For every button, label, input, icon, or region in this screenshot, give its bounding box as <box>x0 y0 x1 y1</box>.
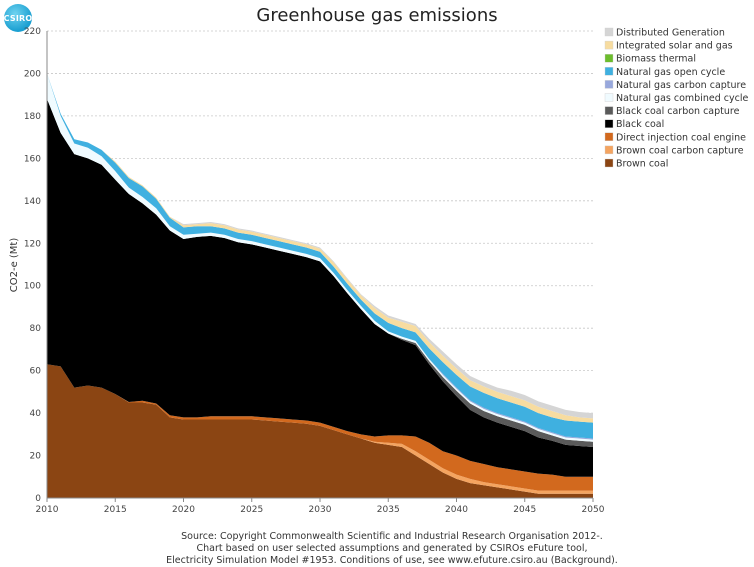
legend-swatch <box>604 80 614 89</box>
legend-swatch <box>604 119 614 128</box>
y-tick-label: 120 <box>24 239 41 249</box>
y-tick-label: 220 <box>24 27 41 37</box>
y-tick-label: 80 <box>30 324 42 334</box>
x-tick-label: 2030 <box>309 505 332 515</box>
legend-item-natural-gas-combined-cycle: Natural gas combined cycle <box>604 93 748 104</box>
y-tick-label: 0 <box>35 494 41 504</box>
legend-label: Brown coal carbon capture <box>616 145 744 156</box>
source-line-3: Electricity Simulation Model #1953. Cond… <box>166 555 618 566</box>
x-tick-label: 2045 <box>513 505 536 515</box>
x-tick-label: 2035 <box>377 505 400 515</box>
chart-title: Greenhouse gas emissions <box>256 5 497 26</box>
legend-item-brown-coal: Brown coal <box>604 158 668 170</box>
legend-item-black-coal-carbon-capture: Black coal carbon capture <box>604 106 740 117</box>
legend-swatch <box>604 27 614 37</box>
legend-label: Brown coal <box>616 159 668 170</box>
y-tick-label: 40 <box>30 409 42 419</box>
legend-swatch <box>604 145 614 155</box>
legend-label: Black coal <box>616 119 664 130</box>
legend-item-biomass-thermal: Biomass thermal <box>604 54 696 65</box>
source-line-2: Chart based on user selected assumptions… <box>196 543 588 554</box>
source-line-1: Source: Copyright Commonwealth Scientifi… <box>181 531 603 542</box>
legend-item-integrated-solar-and-gas: Integrated solar and gas <box>604 40 733 52</box>
area-black-coal <box>47 98 593 477</box>
y-tick-label: 180 <box>24 112 41 122</box>
y-tick-label: 100 <box>24 282 41 292</box>
legend-swatch <box>604 54 614 63</box>
legend-label: Black coal carbon capture <box>616 106 740 117</box>
y-tick-label: 200 <box>24 69 41 79</box>
legend-swatch <box>604 93 614 102</box>
y-tick-label: 140 <box>24 197 41 207</box>
area-layer <box>47 73 593 498</box>
logo-text: CSIRO <box>3 13 33 23</box>
x-tick-label: 2015 <box>104 505 127 515</box>
x-tick-label: 2050 <box>582 505 605 515</box>
legend: Distributed Generation Integrated solar a… <box>604 27 748 170</box>
legend-label: Natural gas carbon capture <box>616 80 746 91</box>
legend-item-distributed-generation: Distributed Generation <box>604 27 725 39</box>
legend-label: Direct injection coal engine <box>616 132 746 143</box>
legend-label: Distributed Generation <box>616 28 725 39</box>
area-direct-injection-coal-engine <box>47 364 593 491</box>
legend-swatch <box>604 40 614 50</box>
legend-label: Integrated solar and gas <box>616 41 733 52</box>
legend-swatch <box>604 158 614 168</box>
legend-item-black-coal: Black coal <box>604 119 664 130</box>
legend-swatch <box>604 67 614 76</box>
legend-label: Biomass thermal <box>616 54 696 65</box>
legend-swatch <box>604 132 614 142</box>
x-tick-label: 2025 <box>240 505 263 515</box>
source-note: Source: Copyright Commonwealth Scientifi… <box>0 531 754 567</box>
legend-item-direct-injection-coal-engine: Direct injection coal engine <box>604 132 746 143</box>
legend-label: Natural gas open cycle <box>616 67 725 78</box>
y-tick-label: 160 <box>24 154 41 164</box>
y-tick-label: 20 <box>30 452 42 462</box>
emissions-chart: Greenhouse gas emissions 020406080100120… <box>9 5 748 515</box>
csiro-logo: CSIRO <box>4 4 32 32</box>
y-axis-label: CO2-e (Mt) <box>9 238 20 293</box>
legend-item-natural-gas-open-cycle: Natural gas open cycle <box>604 67 725 78</box>
area-brown-coal <box>47 364 593 498</box>
legend-item-natural-gas-carbon-capture: Natural gas carbon capture <box>604 80 746 91</box>
x-tick-label: 2040 <box>445 505 468 515</box>
legend-item-brown-coal-carbon-capture: Brown coal carbon capture <box>604 145 744 156</box>
x-tick-label: 2010 <box>36 505 59 515</box>
legend-label: Natural gas combined cycle <box>616 93 748 104</box>
y-tick-label: 60 <box>30 367 42 377</box>
legend-swatch <box>604 106 614 115</box>
x-tick-label: 2020 <box>172 505 195 515</box>
area-natural-gas-open-cycle <box>47 73 593 439</box>
